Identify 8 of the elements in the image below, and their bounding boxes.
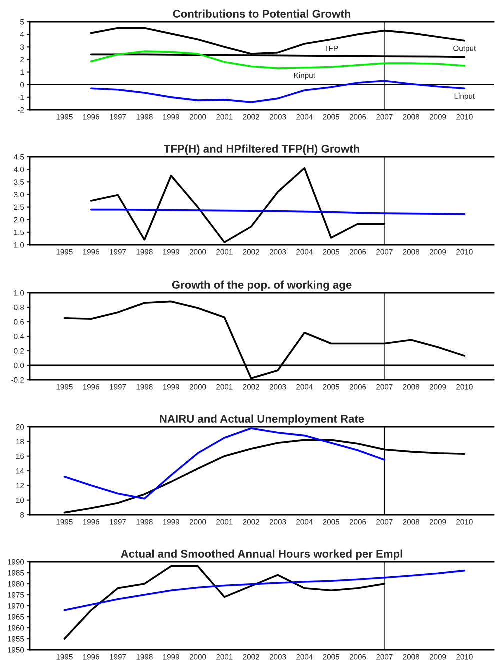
line-series	[64, 565, 386, 640]
chart-title: TFP(H) and HPfiltered TFP(H) Growth	[164, 144, 360, 156]
line-series	[64, 428, 386, 500]
chart-title: Contributions to Potential Growth	[173, 10, 351, 18]
chart-title: Actual and Smoothed Annual Hours worked per Empl	[121, 550, 402, 560]
chart-title: NAIRU and Actual Unemployment Rate	[160, 414, 364, 426]
chart-title: Growth of the pop. of working age	[172, 280, 352, 292]
line-series	[64, 570, 466, 612]
